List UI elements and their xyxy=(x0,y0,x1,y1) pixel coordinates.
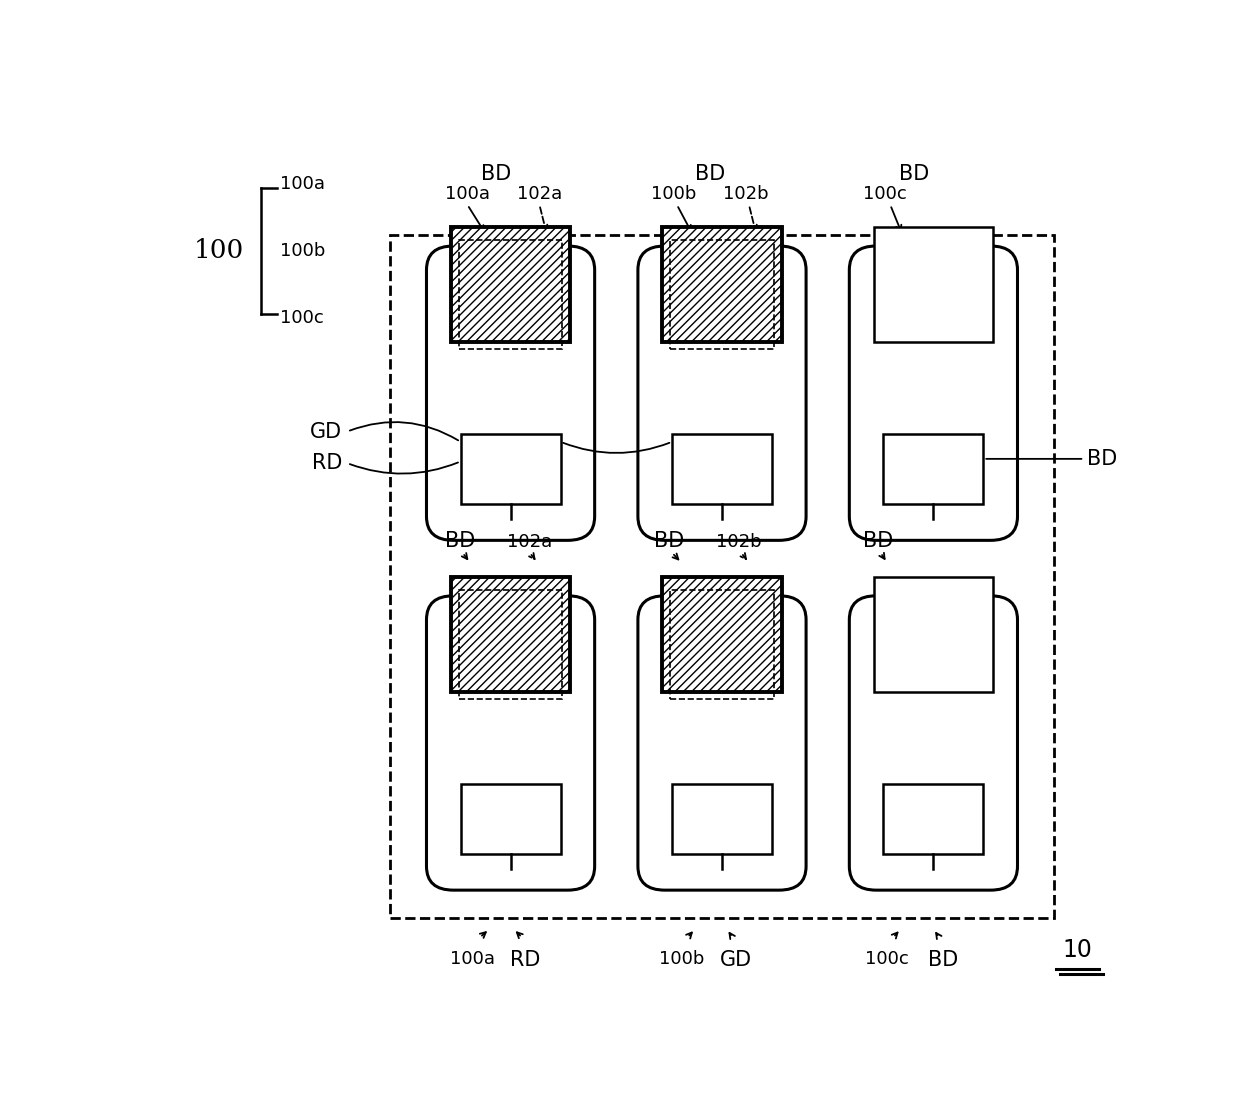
Bar xyxy=(672,784,773,854)
Bar xyxy=(670,240,774,349)
Bar xyxy=(672,434,773,504)
Text: BD: BD xyxy=(863,531,893,551)
Text: 100a: 100a xyxy=(445,185,490,203)
Bar xyxy=(662,227,781,342)
Text: 100b: 100b xyxy=(658,951,704,968)
Text: 100c: 100c xyxy=(866,951,909,968)
Text: 100a: 100a xyxy=(450,951,495,968)
Text: BD: BD xyxy=(696,164,725,184)
Bar xyxy=(670,591,774,699)
Bar xyxy=(451,227,570,342)
Text: 100a: 100a xyxy=(280,175,325,193)
Text: 100b: 100b xyxy=(280,242,325,259)
Text: BD: BD xyxy=(899,164,929,184)
Bar xyxy=(391,235,1054,917)
Text: 100: 100 xyxy=(193,238,244,264)
Bar xyxy=(460,434,560,504)
FancyBboxPatch shape xyxy=(427,596,595,890)
Bar xyxy=(662,576,781,691)
Text: GD: GD xyxy=(720,951,753,971)
Text: 102b: 102b xyxy=(717,533,763,551)
Text: RD: RD xyxy=(510,951,541,971)
Text: BD: BD xyxy=(445,531,476,551)
Text: GD: GD xyxy=(310,421,342,442)
Text: RD: RD xyxy=(312,453,342,473)
Bar xyxy=(460,784,560,854)
Bar xyxy=(874,576,993,691)
FancyBboxPatch shape xyxy=(849,596,1018,890)
Bar xyxy=(451,227,570,342)
FancyBboxPatch shape xyxy=(849,246,1018,541)
Bar xyxy=(451,576,570,691)
Text: 102a: 102a xyxy=(517,185,562,203)
Text: 10: 10 xyxy=(1063,938,1092,962)
Bar xyxy=(662,227,781,342)
Bar xyxy=(883,784,983,854)
Text: BD: BD xyxy=(481,164,511,184)
Bar xyxy=(451,576,570,691)
Text: BD: BD xyxy=(1087,449,1117,469)
FancyBboxPatch shape xyxy=(637,246,806,541)
Text: BD: BD xyxy=(653,531,684,551)
Bar xyxy=(883,434,983,504)
Text: 100b: 100b xyxy=(651,185,697,203)
Bar xyxy=(662,576,781,691)
Bar xyxy=(874,227,993,342)
Bar xyxy=(459,240,563,349)
Text: 102a: 102a xyxy=(507,533,552,551)
Text: 100c: 100c xyxy=(863,185,908,203)
Text: BD: BD xyxy=(928,951,959,971)
Text: 102b: 102b xyxy=(723,185,769,203)
FancyBboxPatch shape xyxy=(427,246,595,541)
Text: 100c: 100c xyxy=(280,309,324,327)
FancyBboxPatch shape xyxy=(637,596,806,890)
Bar xyxy=(459,591,563,699)
